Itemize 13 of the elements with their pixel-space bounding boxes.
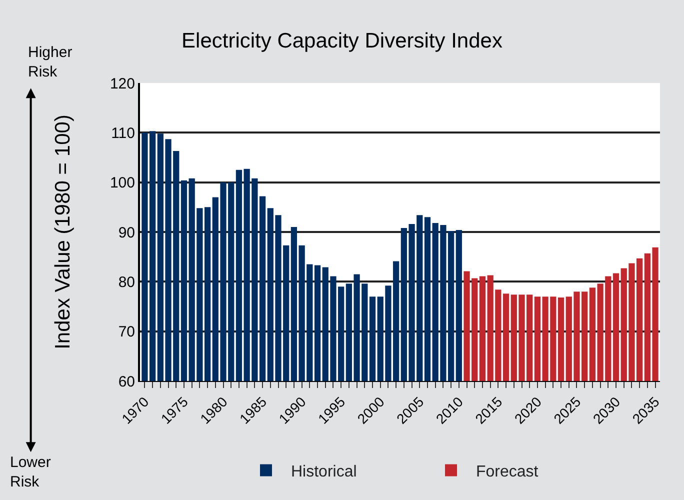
- legend-label: Historical: [291, 464, 357, 481]
- y-tick-label: 90: [118, 224, 135, 242]
- y-tick-label: 80: [118, 274, 135, 291]
- chart-title: Electricity Capacity Diversity Index: [182, 29, 503, 52]
- y-tick-label: 100: [110, 174, 135, 192]
- y-tick-label: 60: [118, 373, 135, 390]
- text: Lower Risk: [10, 454, 51, 490]
- text: Higher Risk: [28, 44, 72, 80]
- y-tick-label: 110: [111, 124, 135, 142]
- y-axis-title: Index Value (1980 = 100): [52, 114, 75, 350]
- y-tick-label: 120: [110, 75, 135, 92]
- legend-label: Forecast: [476, 464, 539, 481]
- y-tick-label: 70: [118, 324, 135, 341]
